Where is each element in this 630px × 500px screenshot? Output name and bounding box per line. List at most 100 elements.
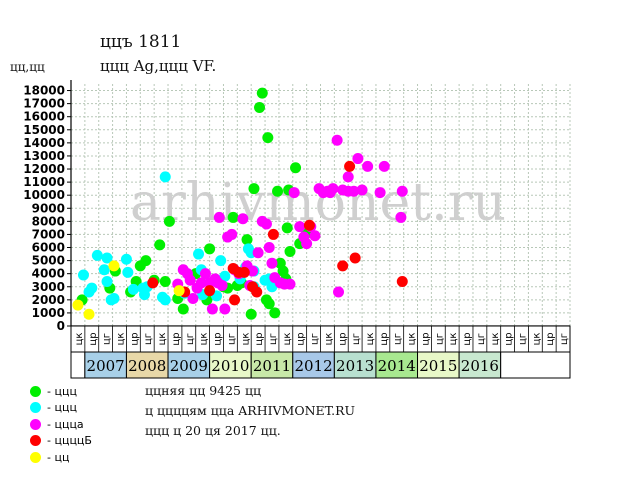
data-point-green xyxy=(263,298,275,310)
x-slot-label: цр xyxy=(254,332,265,345)
data-point-yellow xyxy=(108,260,120,272)
year-band-cell xyxy=(417,351,460,379)
x-slot-label: цг xyxy=(185,333,196,345)
legend-item-cyan: - ццц xyxy=(30,400,92,417)
year-band-cell xyxy=(333,351,377,379)
data-point-green xyxy=(163,215,175,227)
y-tick-label: 7000 xyxy=(32,227,65,241)
data-point-green xyxy=(154,239,166,251)
x-slot-label: цк xyxy=(74,333,85,346)
x-slot-label: цг xyxy=(393,333,404,345)
data-point-green xyxy=(241,234,253,246)
legend-label: - ццццБ xyxy=(47,434,92,448)
note-last-price: ццняя цц 9425 цц xyxy=(145,383,262,398)
x-slot-label: цр xyxy=(462,332,473,345)
data-point-cyan xyxy=(266,281,278,293)
chart-title: ццъ 1811 xyxy=(100,32,182,52)
year-label: 2016 xyxy=(461,357,499,375)
data-point-magenta xyxy=(266,257,278,269)
x-slot-label: цр xyxy=(129,332,140,345)
data-point-magenta xyxy=(237,213,249,225)
year-band-cell xyxy=(125,351,169,379)
x-slot-label: цк xyxy=(282,333,293,346)
x-slot-label: цр xyxy=(88,332,99,345)
data-point-yellow xyxy=(173,285,185,297)
x-slot-label: цг xyxy=(476,333,487,345)
data-point-green xyxy=(245,308,257,320)
data-point-red xyxy=(251,286,263,298)
magenta-dot-icon xyxy=(30,418,41,430)
data-point-green xyxy=(284,245,296,257)
y-tick-label: 3000 xyxy=(32,280,65,294)
x-slot-label: цг xyxy=(310,333,321,345)
data-point-magenta xyxy=(284,278,296,290)
data-point-magenta xyxy=(327,183,339,195)
data-point-magenta xyxy=(199,268,211,280)
y-tick-label: 0 xyxy=(57,319,65,333)
data-point-red xyxy=(229,294,241,306)
data-point-cyan xyxy=(108,293,120,305)
x-slot-label: цк xyxy=(407,333,418,346)
data-point-green xyxy=(281,222,293,234)
data-point-cyan xyxy=(101,252,113,264)
y-tick-label: 4000 xyxy=(32,267,65,281)
data-point-green xyxy=(254,102,266,114)
data-point-magenta xyxy=(288,187,300,199)
data-point-magenta xyxy=(213,211,225,223)
year-label: 2014 xyxy=(378,357,416,375)
data-point-red xyxy=(147,277,159,289)
data-point-magenta xyxy=(331,134,343,146)
y-tick-label: 6000 xyxy=(32,241,65,255)
data-point-cyan xyxy=(219,270,231,282)
data-point-cyan xyxy=(98,264,110,276)
data-point-cyan xyxy=(86,282,98,294)
year-label: 2010 xyxy=(211,357,249,375)
x-slot-label: цг xyxy=(143,333,154,345)
y-tick-label: 10000 xyxy=(23,188,65,202)
data-point-yellow xyxy=(83,308,95,320)
legend: - ццц - ццц - цццa - ццццБ - цц xyxy=(30,383,92,466)
red-dot-icon xyxy=(30,435,41,447)
legend-item-magenta: - цццa xyxy=(30,416,92,433)
y-tick-label: 2000 xyxy=(32,293,65,307)
y-tick-label: 5000 xyxy=(32,254,65,268)
data-point-cyan xyxy=(127,283,139,295)
x-slot-label: цр xyxy=(213,332,224,345)
x-slot-label: цк xyxy=(531,333,542,346)
y-tick-label: 15000 xyxy=(23,123,65,137)
data-point-red xyxy=(396,276,408,288)
x-slot-label: цг xyxy=(102,333,113,345)
year-label: 2007 xyxy=(87,357,125,375)
x-slot-label: цг xyxy=(559,333,570,345)
cyan-dot-icon xyxy=(30,402,41,414)
data-point-magenta xyxy=(216,279,228,291)
year-band-cell xyxy=(292,351,335,379)
x-slot-label: цк xyxy=(199,333,210,346)
data-point-green xyxy=(227,211,239,223)
data-point-red xyxy=(337,260,349,272)
year-band-cell xyxy=(458,351,502,379)
year-band-lead xyxy=(70,351,86,379)
data-point-cyan xyxy=(120,253,132,265)
x-slot-label: цг xyxy=(517,333,528,345)
y-tick-label: 16000 xyxy=(23,110,65,124)
y-tick-label: 14000 xyxy=(23,136,65,150)
data-point-red xyxy=(238,266,250,278)
data-point-magenta xyxy=(247,265,259,277)
y-tick-label: 9000 xyxy=(32,201,65,215)
data-point-magenta xyxy=(219,303,231,315)
data-point-cyan xyxy=(77,269,89,281)
data-point-green xyxy=(140,255,152,267)
legend-item-red: - ццццБ xyxy=(30,433,92,450)
year-label: 2009 xyxy=(170,357,208,375)
data-point-cyan xyxy=(215,255,227,267)
y-tick-label: 17000 xyxy=(23,97,65,111)
data-point-green xyxy=(159,276,171,288)
x-slot-label: цк xyxy=(157,333,168,346)
data-point-red xyxy=(303,219,315,231)
data-point-cyan xyxy=(91,249,103,261)
year-band-cell xyxy=(375,351,419,379)
x-slot-label: цк xyxy=(365,333,376,346)
legend-label: - ццц xyxy=(47,384,77,398)
